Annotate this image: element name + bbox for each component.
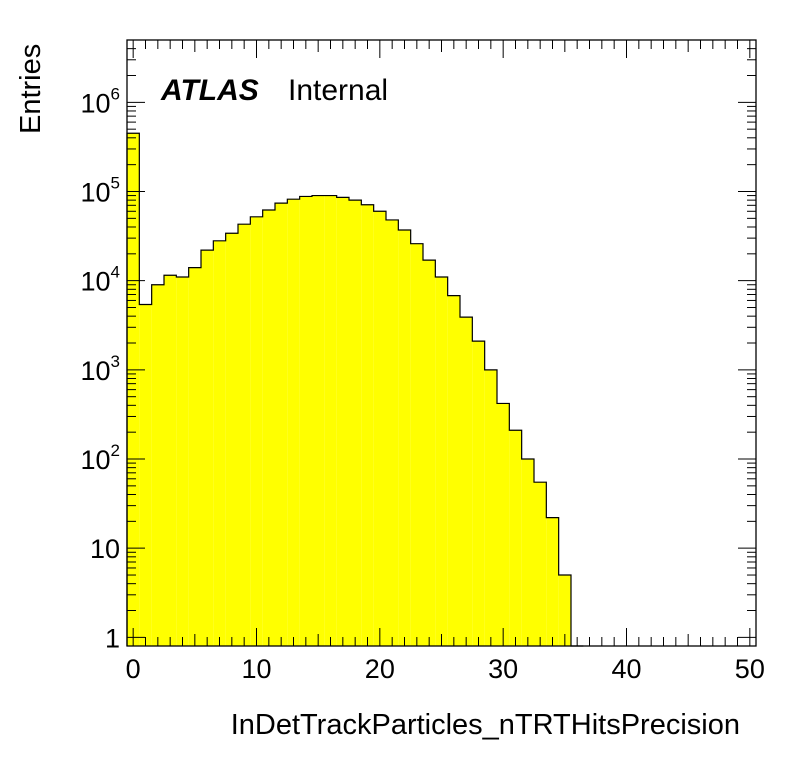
histogram-bar (386, 219, 399, 646)
x-tick-label: 0 (126, 654, 141, 684)
histogram-bar (151, 284, 164, 646)
x-tick-label: 20 (365, 654, 395, 684)
x-axis-label: InDetTrackParticles_nTRTHitsPrecision (231, 709, 740, 741)
y-axis-label: Entries (15, 44, 47, 134)
y-tick-labels: 1 10 102 103 104 105 106 (80, 84, 120, 653)
histogram-bar (336, 197, 349, 646)
x-tick-label: 40 (611, 654, 641, 684)
histogram-bar (250, 216, 263, 646)
y-tick-label: 106 (80, 84, 120, 118)
histogram-bar (435, 276, 448, 646)
plot-frame (126, 39, 757, 647)
x-tick-labels: 0 10 20 30 40 50 (126, 654, 765, 684)
histogram-bar (398, 230, 411, 646)
histogram-bar (558, 575, 571, 646)
histogram-bar (201, 250, 214, 646)
histogram-bar (460, 317, 473, 646)
histogram-bar (139, 304, 152, 646)
atlas-label: ATLAS (160, 74, 259, 107)
histogram-bars (127, 133, 571, 647)
histogram-bar (373, 211, 386, 646)
y-tick-label: 104 (80, 263, 120, 297)
histogram-bar (225, 233, 238, 646)
histogram-bar (497, 403, 510, 646)
histogram-bar (262, 210, 275, 646)
histogram-bar (312, 195, 325, 647)
x-tick-label: 50 (735, 654, 765, 684)
histogram-bar (238, 224, 251, 646)
histogram-bar (509, 430, 522, 646)
histogram-outline (126, 132, 584, 647)
histogram-bar (188, 267, 201, 646)
histogram-bar (423, 260, 436, 646)
histogram-bar (275, 203, 288, 646)
x-tick-label: 30 (488, 654, 518, 684)
histogram-bar (324, 195, 337, 647)
y-tick-label: 10 (90, 534, 120, 564)
histogram-bar (361, 204, 374, 646)
histogram-bar (534, 482, 547, 646)
y-tick-label: 105 (80, 174, 120, 208)
y-tick-label: 102 (80, 441, 120, 475)
histogram-bar (521, 459, 534, 646)
x-tick-label: 10 (241, 654, 271, 684)
histogram-bar (546, 517, 559, 646)
histogram-bar (213, 240, 226, 646)
histogram-bar (164, 275, 177, 646)
y-tick-label: 1 (105, 623, 120, 653)
axis-ticks (127, 39, 756, 646)
internal-label: Internal (288, 74, 388, 107)
y-tick-label: 103 (80, 352, 120, 386)
histogram-bar (299, 196, 312, 647)
histogram-bar (447, 295, 460, 646)
histogram-bar (287, 199, 300, 646)
histogram-bar (410, 243, 423, 647)
histogram-bar (472, 341, 485, 646)
histogram-bar (484, 369, 497, 646)
histogram-bar (349, 200, 362, 646)
histogram-bar (176, 276, 189, 646)
